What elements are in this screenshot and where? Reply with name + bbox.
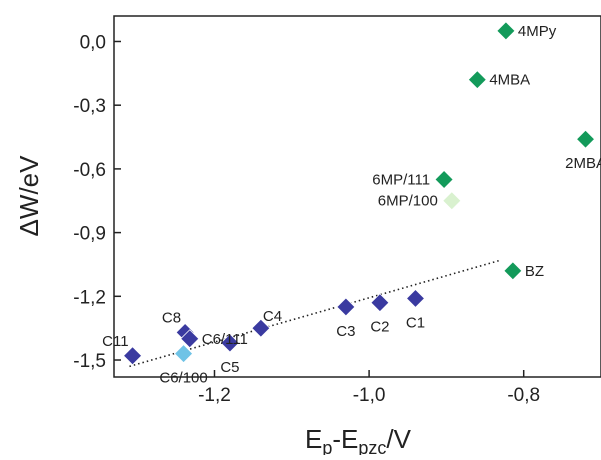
- data-points: [122, 21, 596, 366]
- point-label: 4MPy: [518, 23, 557, 40]
- point-label: 4MBA: [489, 72, 530, 89]
- y-tick-label: -0,9: [73, 224, 106, 245]
- point-label: C11: [102, 333, 128, 350]
- point-label: C6/111: [202, 331, 248, 348]
- y-axis-title: ΔW/eV: [14, 155, 44, 237]
- point-label: C4: [263, 308, 282, 325]
- data-point-4mba: [467, 70, 487, 90]
- data-point-2mba: [575, 129, 596, 149]
- data-point-c1: [405, 288, 426, 308]
- point-labels: C11 C8 C6/111 C6/100 C5 C4 C3 C2 C1 BZ 6MP/111 6MP/…: [102, 23, 601, 387]
- point-label: 6MP/111: [372, 172, 430, 189]
- y-tick-label: -0,3: [73, 96, 106, 117]
- data-point-c4: [251, 318, 271, 338]
- plot-frame: [113, 15, 601, 378]
- x-tick-label: -1,2: [198, 385, 231, 406]
- point-label: C1: [406, 314, 425, 331]
- data-point-c11: [122, 346, 143, 366]
- data-point-c6-100: [174, 344, 194, 364]
- y-tick-label: -1,5: [73, 351, 106, 372]
- y-tick-label: -0,6: [73, 160, 106, 181]
- x-axis-title-mid: -E: [332, 424, 358, 454]
- data-point-6mp-100: [442, 191, 462, 211]
- x-tick-label: -1,0: [353, 385, 386, 406]
- data-point-6mp-111: [434, 169, 454, 190]
- data-point-c3: [336, 297, 356, 317]
- y-tick-label: -1,2: [73, 287, 106, 308]
- x-axis-title-sub2: pzc: [358, 438, 386, 455]
- data-point-4mpy: [496, 21, 516, 41]
- point-label: BZ: [525, 263, 544, 280]
- point-label: C3: [336, 323, 355, 340]
- point-label: C5: [220, 359, 239, 376]
- data-point-bz: [503, 261, 523, 281]
- data-point-c5: [220, 333, 240, 353]
- point-label: C8: [162, 309, 181, 326]
- x-axis-title: Ep-Epzc/V: [305, 424, 412, 455]
- point-label: C2: [370, 319, 389, 336]
- fit-line: [129, 259, 501, 368]
- axis-ticks: -1,2 -1,0 -0,8 0,0 -0,3 -0,6 -0,9 -1,2 -1,5: [73, 32, 540, 406]
- data-point-c6-111: [180, 329, 200, 349]
- data-point-c2: [370, 293, 390, 313]
- y-tick-label: 0,0: [80, 32, 106, 53]
- x-tick-label: -0,8: [507, 385, 540, 406]
- point-label: 6MP/100: [378, 193, 438, 210]
- point-label: C6/100: [159, 370, 207, 387]
- x-axis-title-tail: /V: [386, 424, 411, 454]
- x-axis-title-main: E: [305, 424, 322, 454]
- x-axis-title-sub1: p: [322, 438, 332, 455]
- point-label: 2MBA: [565, 155, 601, 172]
